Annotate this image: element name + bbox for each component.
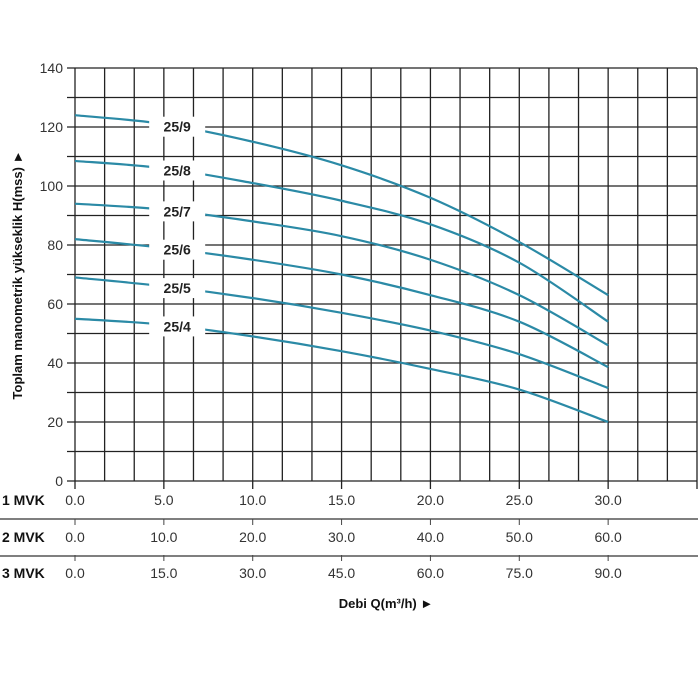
x-tick-label: 20.0 [239, 529, 266, 545]
curve-label: 25/6 [164, 242, 191, 258]
x-tick-label: 50.0 [506, 529, 533, 545]
curve-label: 25/9 [164, 119, 191, 135]
x-tick-label: 60.0 [595, 529, 622, 545]
x-tick-label: 30.0 [328, 529, 355, 545]
x-tick-label: 0.0 [65, 492, 85, 508]
y-tick-label: 100 [40, 178, 64, 194]
y-tick-label: 20 [47, 414, 63, 430]
x-scale-name: 1 MVK [2, 492, 45, 508]
x-tick-label: 45.0 [328, 565, 355, 581]
x-tick-label: 75.0 [506, 565, 533, 581]
x-tick-label: 0.0 [65, 565, 85, 581]
y-axis-label: Toplam manometrik yükseklik H(mss) ► [10, 151, 25, 400]
curve-label: 25/8 [164, 163, 191, 179]
x-tick-label: 0.0 [65, 529, 85, 545]
y-tick-label: 60 [47, 296, 63, 312]
curve-label-bg [149, 239, 206, 260]
x-tick-label: 30.0 [239, 565, 266, 581]
x-scale-name: 3 MVK [2, 565, 45, 581]
y-tick-label: 0 [55, 473, 63, 489]
x-tick-label: 15.0 [150, 565, 177, 581]
x-tick-label: 10.0 [239, 492, 266, 508]
y-tick-label: 140 [40, 60, 64, 76]
curve-label-bg [149, 278, 206, 299]
y-tick-label: 80 [47, 237, 63, 253]
x-axis-label: Debi Q(m³/h) ► [339, 596, 433, 611]
x-tick-label: 15.0 [328, 492, 355, 508]
y-tick-label: 120 [40, 119, 64, 135]
curve-label-bg [149, 201, 206, 222]
curve-label-bg [149, 116, 206, 137]
x-tick-label: 60.0 [417, 565, 444, 581]
x-tick-label: 10.0 [150, 529, 177, 545]
x-tick-label: 5.0 [154, 492, 174, 508]
x-tick-label: 25.0 [506, 492, 533, 508]
y-tick-labels: 0 20 40 60 80 100 120 140 [40, 60, 64, 489]
y-tick-label: 40 [47, 355, 63, 371]
curve-label-bg [149, 160, 206, 181]
x-scale-name: 2 MVK [2, 529, 45, 545]
x-tick-label: 40.0 [417, 529, 444, 545]
curve-label: 25/5 [164, 280, 191, 296]
x-tick-label: 20.0 [417, 492, 444, 508]
curve-label: 25/4 [164, 318, 191, 334]
curve-label: 25/7 [164, 203, 191, 219]
x-tick-label: 90.0 [595, 565, 622, 581]
curve-labels: 25/9 25/8 25/7 25/6 25/5 25/4 [149, 116, 206, 337]
x-scale-rows: 1 MVK 0.0 5.0 10.0 15.0 20.0 25.0 30.0 2 MVK 0.0 1… [0, 492, 698, 581]
curve-label-bg [149, 316, 206, 337]
x-tick-label: 30.0 [595, 492, 622, 508]
